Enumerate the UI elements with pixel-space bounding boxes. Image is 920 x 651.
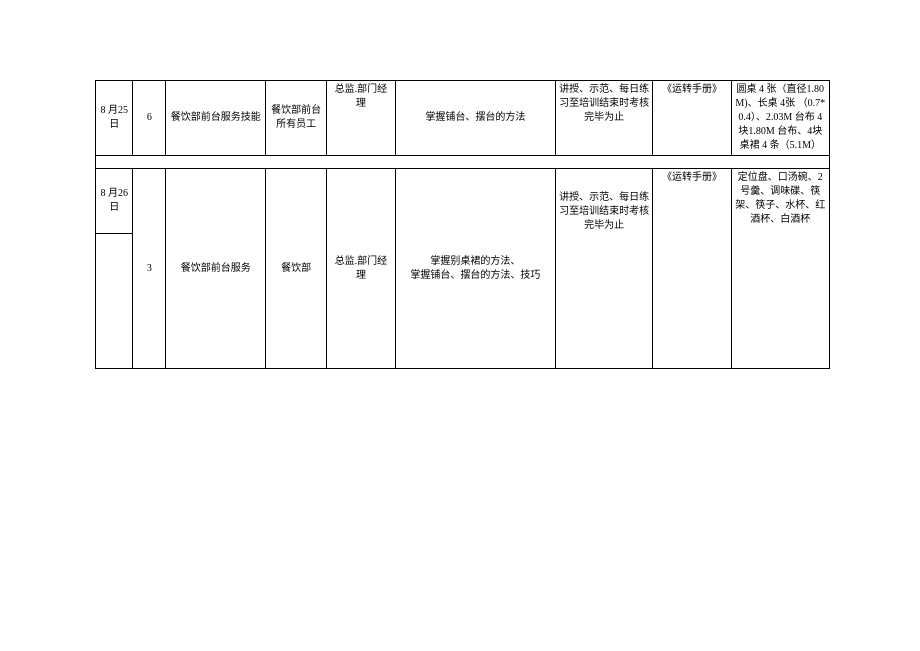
document-page: 8 月25 日 6 餐饮部前台服务技能 餐饮部前台所有员工 总监.部门经理 掌握…	[0, 0, 920, 651]
cell-trainer: 总监.部门经理	[327, 81, 396, 156]
goal-text: 掌握别桌裙的方法、 掌握铺台、摆台的方法、技巧	[410, 256, 540, 281]
cell-course: 餐饮部前台服务	[166, 169, 266, 369]
training-schedule-table: 8 月25 日 6 餐饮部前台服务技能 餐饮部前台所有员工 总监.部门经理 掌握…	[95, 80, 830, 369]
cell-date-empty	[96, 234, 133, 369]
cell-goal: 掌握别桌裙的方法、 掌握铺台、摆台的方法、技巧	[395, 169, 555, 369]
cell-hours: 3	[133, 169, 166, 369]
cell-resources: 圆桌 4 张（直径1.80M)、长桌 4张 （0.7*0.4）、2.03M 台布…	[731, 81, 829, 156]
cell-course: 餐饮部前台服务技能	[166, 81, 266, 156]
cell-hours: 6	[133, 81, 166, 156]
cell-attendees: 餐饮部	[266, 169, 327, 369]
spacer-cell	[96, 156, 830, 169]
cell-date: 8 月25 日	[96, 81, 133, 156]
cell-reference: 《运转手册》	[653, 81, 731, 156]
cell-attendees: 餐饮部前台所有员工	[266, 81, 327, 156]
cell-trainer: 总监.部门经理	[327, 169, 396, 369]
cell-goal: 掌握铺台、摆台的方法	[395, 81, 555, 156]
cell-reference: 《运转手册》	[653, 169, 731, 369]
cell-method: 讲授、示范、每日练习至培训结束时考核完毕为止	[555, 169, 653, 369]
cell-resources: 定位盘、口汤碗、2 号羹、调味碟、筷架、筷子、水杯、红酒杯、白酒杯	[731, 169, 829, 369]
table-row: 8 月26 日 3 餐饮部前台服务 餐饮部 总监.部门经理 掌握别桌裙的方法、 …	[96, 169, 830, 234]
cell-date: 8 月26 日	[96, 169, 133, 234]
row-spacer	[96, 156, 830, 169]
cell-method: 讲授、示范、每日练习至培训结束时考核完毕为止	[555, 81, 653, 156]
